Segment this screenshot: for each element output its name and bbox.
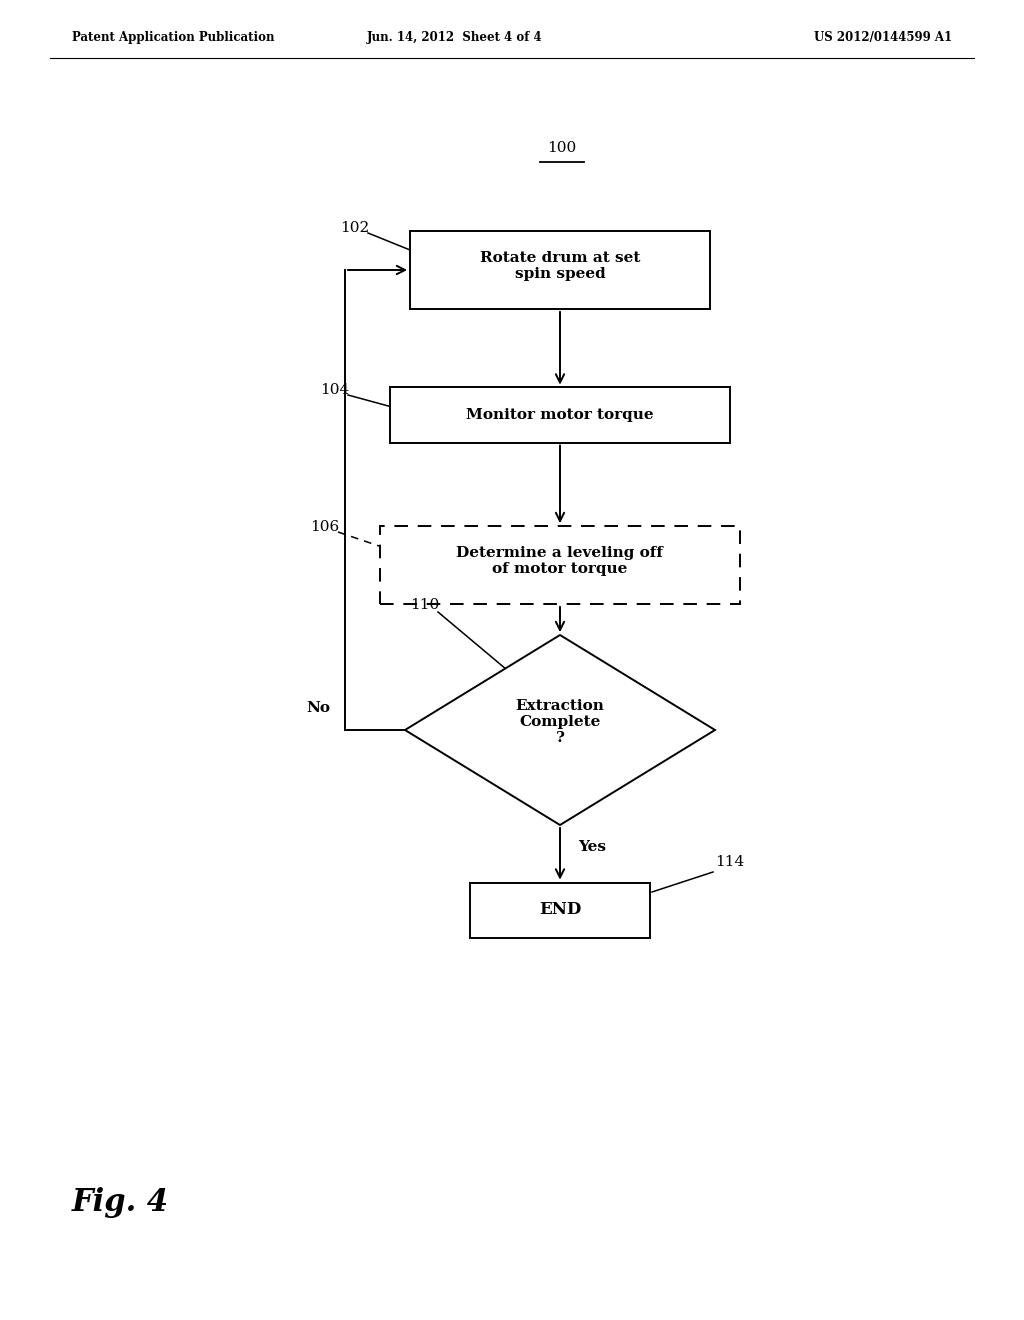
Text: Rotate drum at set
spin speed: Rotate drum at set spin speed <box>480 251 640 281</box>
Text: Determine a leveling off
of motor torque: Determine a leveling off of motor torque <box>457 546 664 576</box>
FancyBboxPatch shape <box>390 388 730 442</box>
Text: END: END <box>539 902 582 919</box>
Text: Fig. 4: Fig. 4 <box>72 1187 169 1217</box>
Text: 100: 100 <box>548 141 577 154</box>
Text: No: No <box>306 701 330 715</box>
Text: 110: 110 <box>410 598 439 612</box>
Text: Patent Application Publication: Patent Application Publication <box>72 32 274 45</box>
Text: 102: 102 <box>340 220 370 235</box>
Polygon shape <box>406 635 715 825</box>
FancyBboxPatch shape <box>410 231 710 309</box>
Text: Extraction
Complete
?: Extraction Complete ? <box>515 698 604 746</box>
Text: Yes: Yes <box>578 840 606 854</box>
Text: Monitor motor torque: Monitor motor torque <box>466 408 653 422</box>
Text: 104: 104 <box>319 383 349 397</box>
Text: 114: 114 <box>715 855 744 869</box>
Text: Jun. 14, 2012  Sheet 4 of 4: Jun. 14, 2012 Sheet 4 of 4 <box>368 32 543 45</box>
FancyBboxPatch shape <box>470 883 650 937</box>
FancyBboxPatch shape <box>380 525 740 605</box>
Text: 106: 106 <box>310 520 339 535</box>
Text: US 2012/0144599 A1: US 2012/0144599 A1 <box>814 32 952 45</box>
